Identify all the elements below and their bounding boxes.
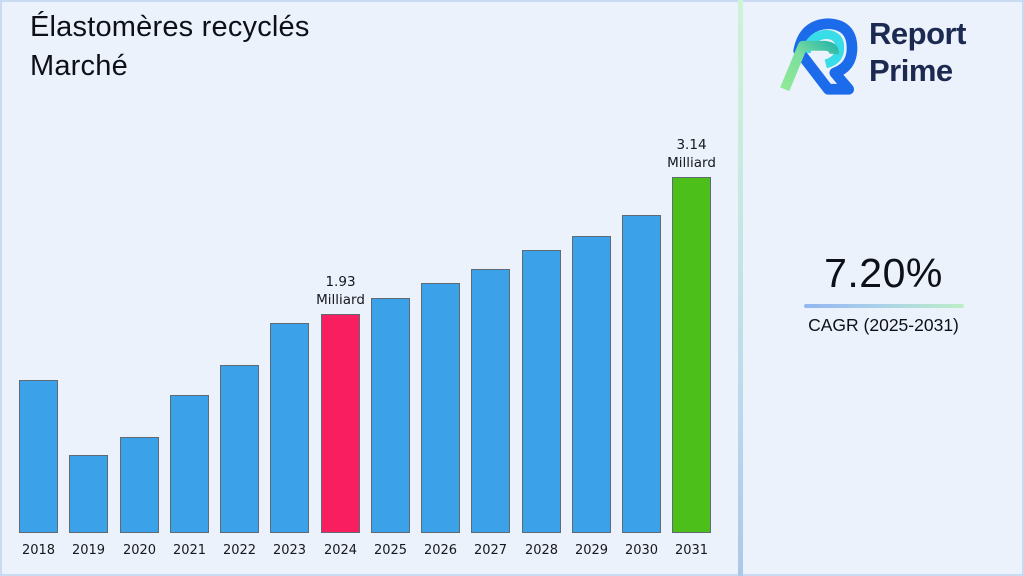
bar-2031	[672, 177, 711, 533]
x-tick-2023: 2023	[272, 543, 307, 558]
cagr-underline	[803, 304, 964, 308]
x-tick-2020: 2020	[122, 543, 157, 558]
page-title-line1: Élastomères recyclés	[30, 11, 310, 43]
x-tick-2018: 2018	[21, 543, 56, 558]
bar-2025	[371, 298, 410, 533]
bar-2030	[622, 215, 661, 533]
bar-2021	[170, 395, 209, 533]
bar-2019	[69, 455, 108, 533]
cagr-value: 7.20%	[824, 250, 943, 296]
bar-2028	[522, 250, 561, 533]
bar-value-label-2031: 3.14 Milliard	[667, 137, 716, 171]
right-panel: Report Prime 7.20% CAGR (2025-2031)	[743, 0, 1024, 576]
x-tick-2031: 2031	[674, 543, 709, 558]
bar-2026	[421, 283, 460, 533]
bar-chart: 2018 2019 2020 2021 2022 2023 2024 2025 2026 2027…	[19, 137, 716, 558]
bar-2023	[270, 323, 309, 533]
bar-2020	[120, 437, 159, 533]
x-tick-2022: 2022	[222, 543, 257, 558]
x-tick-2025: 2025	[373, 543, 408, 558]
wordmark-line1: Report	[869, 16, 966, 51]
x-tick-2030: 2030	[624, 543, 659, 558]
x-tick-2021: 2021	[172, 543, 207, 558]
x-tick-2019: 2019	[71, 543, 106, 558]
page-title: Élastomères recyclés Marché	[30, 8, 310, 86]
panel-divider	[738, 0, 743, 576]
bar-2027	[471, 269, 510, 533]
bar-2022	[220, 365, 259, 533]
report-prime-logo-icon	[780, 18, 858, 95]
report-prime-logo: Report Prime	[779, 12, 966, 96]
cagr-block: 7.20% CAGR (2025-2031)	[743, 250, 1024, 336]
wordmark-line2: Prime	[869, 53, 953, 88]
x-tick-2026: 2026	[423, 543, 458, 558]
bar-2024	[321, 314, 360, 533]
x-tick-2024: 2024	[323, 543, 358, 558]
cagr-label: CAGR (2025-2031)	[808, 315, 959, 335]
x-tick-2028: 2028	[524, 543, 559, 558]
bar-2018	[19, 380, 58, 533]
x-tick-2027: 2027	[473, 543, 508, 558]
bar-2029	[572, 236, 611, 533]
bar-value-label-2024: 1.93 Milliard	[316, 274, 365, 308]
report-prime-wordmark: Report Prime	[869, 15, 966, 96]
x-tick-2029: 2029	[574, 543, 609, 558]
page-title-line2: Marché	[30, 50, 128, 82]
